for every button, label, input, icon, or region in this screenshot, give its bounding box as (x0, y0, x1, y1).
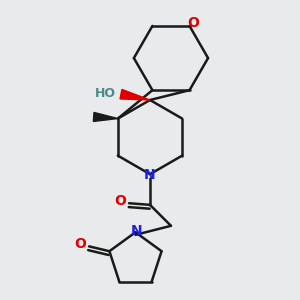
Polygon shape (93, 112, 118, 122)
Text: O: O (74, 237, 86, 251)
Text: HO: HO (95, 87, 116, 100)
Text: N: N (130, 224, 142, 238)
Text: N: N (144, 168, 156, 182)
Polygon shape (120, 89, 150, 100)
Text: O: O (114, 194, 126, 208)
Text: O: O (188, 16, 199, 30)
